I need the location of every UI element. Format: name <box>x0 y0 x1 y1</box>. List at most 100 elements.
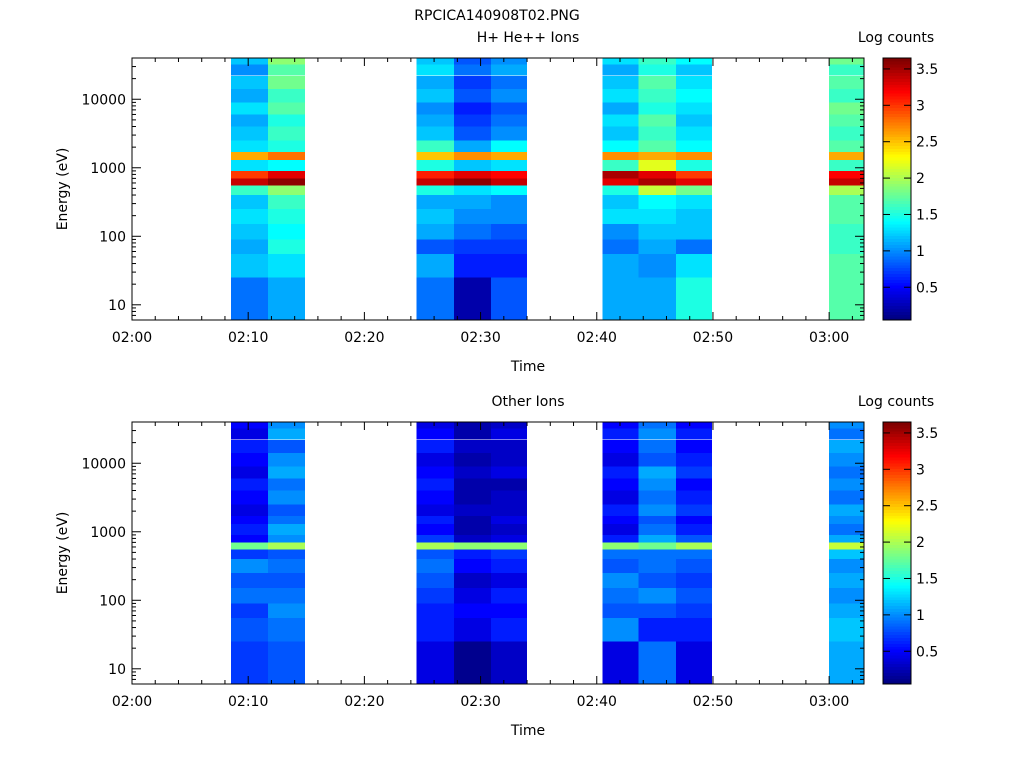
colorbar-segment <box>883 515 911 519</box>
colorbar-segment <box>883 518 911 522</box>
heatmap-cell <box>267 160 306 171</box>
colorbar-segment <box>883 654 911 659</box>
heatmap-cell <box>638 178 676 186</box>
heatmap-cell <box>230 516 268 524</box>
colorbar-segment <box>883 439 911 443</box>
heatmap-cell <box>602 89 639 103</box>
heatmap-cell <box>638 428 676 440</box>
colorbar-segment <box>883 663 911 668</box>
x-tick-label: 02:00 <box>112 330 152 346</box>
heatmap-cell <box>230 428 268 440</box>
colorbar-segment <box>883 454 911 458</box>
colorbar-segment <box>883 497 911 502</box>
plot-frame <box>131 421 865 685</box>
heatmap-cell <box>638 534 676 543</box>
heatmap-cell <box>638 603 676 619</box>
heatmap-cell <box>230 490 268 505</box>
colorbar-segment <box>883 430 911 435</box>
heatmap-cell <box>416 573 454 589</box>
heatmap-cell <box>675 58 712 65</box>
colorbar-segment <box>883 145 911 149</box>
heatmap-cell <box>230 185 268 196</box>
heatmap-cell <box>829 524 864 535</box>
heatmap-cell <box>416 102 454 115</box>
colorbar-tick-label: 0.5 <box>916 280 938 296</box>
heatmap-cell <box>829 504 864 516</box>
colorbar-segment <box>883 287 911 292</box>
heatmap-cell <box>675 641 712 684</box>
colorbar-segment <box>883 646 911 650</box>
heatmap-cell <box>491 453 527 467</box>
heatmap-cell <box>230 422 268 429</box>
heatmap-cell <box>638 559 676 573</box>
heatmap-cell <box>491 160 527 171</box>
colorbar-segment <box>883 311 911 315</box>
heatmap-cell <box>267 185 306 196</box>
heatmap-cell <box>638 439 676 454</box>
colorbar-segment <box>883 422 911 426</box>
heatmap-cell <box>453 573 491 589</box>
colorbar-segment <box>883 509 911 513</box>
heatmap-cell <box>267 89 306 103</box>
colorbar-segment <box>883 622 911 627</box>
heatmap-cell <box>602 160 639 171</box>
colorbar-segment <box>883 267 911 272</box>
heatmap-cell <box>267 422 306 429</box>
x-tick-label: 02:50 <box>693 330 733 346</box>
heatmap-cell <box>638 573 676 589</box>
colorbar-segment <box>883 212 911 216</box>
heatmap-cell <box>638 58 676 65</box>
heatmap-cell <box>675 422 712 429</box>
colorbar-segment <box>883 241 911 245</box>
colorbar-segment <box>883 599 911 604</box>
colorbar-segment <box>883 221 911 225</box>
colorbar-segment <box>883 168 911 173</box>
x-tick-label: 03:00 <box>809 330 849 346</box>
heatmap-cell <box>829 239 864 255</box>
heatmap-cell <box>416 516 454 524</box>
colorbar-segment <box>883 156 911 161</box>
heatmap-cell <box>829 277 864 320</box>
heatmap-cell <box>675 254 712 278</box>
heatmap-cell <box>267 239 306 255</box>
colorbar-segment <box>883 197 911 202</box>
x-tick-label: 02:10 <box>228 330 268 346</box>
heatmap-cell <box>453 140 491 152</box>
heatmap-cell <box>230 254 268 278</box>
x-axis-label: Time <box>510 359 545 375</box>
heatmap-cell <box>230 140 268 152</box>
heatmap-cell <box>675 114 712 127</box>
heatmap-cell <box>638 466 676 479</box>
colorbar-segment <box>883 162 911 167</box>
colorbar-segment <box>883 296 911 301</box>
heatmap-cell <box>416 490 454 505</box>
colorbar-segment <box>883 293 911 298</box>
heatmap-cell <box>230 277 268 320</box>
heatmap-cell <box>416 75 454 90</box>
heatmap-cell <box>453 524 491 535</box>
heatmap-cell <box>638 89 676 103</box>
colorbar-segment <box>883 229 911 234</box>
colorbar-segment <box>883 255 911 260</box>
colorbar-segment <box>883 555 911 560</box>
heatmap-cell <box>453 504 491 516</box>
colorbar-tick-label: 1 <box>916 608 925 624</box>
heatmap-cell <box>829 549 864 560</box>
heatmap-cell <box>267 58 306 65</box>
colorbar-segment <box>883 159 911 164</box>
colorbar-segment <box>883 101 911 106</box>
heatmap-cell <box>638 64 676 76</box>
heatmap-cell <box>638 542 676 550</box>
heatmap-cell <box>491 254 527 278</box>
heatmap-cell <box>675 178 712 186</box>
heatmap-cell <box>491 603 527 619</box>
y-axis-label: Energy (eV) <box>55 148 71 231</box>
heatmap-cell <box>675 549 712 560</box>
colorbar-segment <box>883 506 911 510</box>
heatmap-cell <box>491 516 527 524</box>
heatmap-cell <box>491 170 527 179</box>
colorbar-segment <box>883 570 911 574</box>
heatmap-cell <box>491 58 527 65</box>
heatmap-cell <box>416 160 454 171</box>
colorbar-segment <box>883 189 911 193</box>
